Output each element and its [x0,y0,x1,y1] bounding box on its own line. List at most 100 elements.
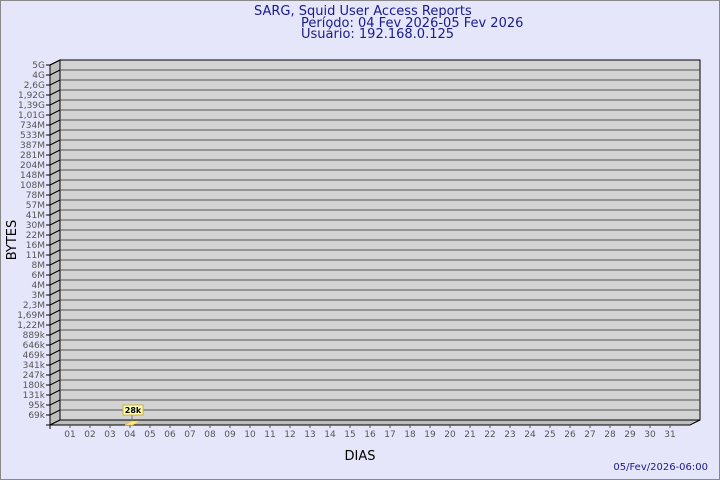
y-tick-label: 108M [20,181,45,191]
x-tick-label: 26 [564,430,576,440]
x-tick-label: 05 [144,430,155,440]
y-tick-diagonal [49,339,61,346]
y-tick-label: 22M [26,231,45,241]
y-tick-diagonal [49,239,61,246]
x-tick-label: 04 [124,430,136,440]
bar-04 [124,420,141,426]
y-axis-label: BYTES [5,220,20,261]
y-tick-diagonal [49,139,61,146]
y-tick-label: 1,69M [17,311,45,321]
y-tick-diagonal [49,109,61,116]
y-tick-label: 78M [26,191,45,201]
x-tick-label: 28 [604,430,616,440]
y-tick-label: 341k [23,361,46,371]
bar-label: 28k [125,406,142,415]
x-tick-label: 17 [384,430,395,440]
y-tick-diagonal [49,229,61,236]
y-tick-diagonal [49,169,61,176]
x-tick-label: 24 [524,430,536,440]
y-tick-label: 4G [32,71,45,81]
y-tick-label: 734M [20,121,45,131]
x-tick-label: 01 [64,430,75,440]
y-tick-diagonal [49,99,61,106]
y-tick-diagonal [49,399,61,406]
y-tick-diagonal [49,219,61,226]
y-tick-label: 533M [20,131,45,141]
x-tick-label: 12 [284,430,295,440]
y-tick-label: 41M [26,211,45,221]
x-tick-label: 31 [664,430,675,440]
x-tick-label: 18 [404,430,416,440]
y-tick-diagonal [49,279,61,286]
x-tick-label: 30 [644,430,656,440]
x-axis-label: DIAS [345,449,376,464]
y-tick-diagonal [49,209,61,216]
plot-floor [49,419,701,426]
y-tick-label: 95k [28,401,45,411]
y-tick-diagonal [49,329,61,336]
y-tick-label: 3M [32,291,46,301]
y-tick-label: 1,39G [18,101,45,111]
x-tick-label: 02 [84,430,95,440]
chart-title: SARG, Squid User Access Reports [254,4,472,19]
x-tick-label: 14 [324,430,336,440]
y-tick-label: 2,3M [23,301,45,311]
y-tick-label: 646k [23,341,46,351]
y-tick-diagonal [49,299,61,306]
chart-period: Período: 04 Fev 2026-05 Fev 2026 [301,16,524,31]
x-tick-label: 19 [424,430,436,440]
y-tick-label: 387M [20,141,45,151]
y-tick-diagonal [49,159,61,166]
y-tick-label: 148M [20,171,45,181]
y-tick-diagonal [49,89,61,96]
y-tick-label: 4M [32,281,46,291]
y-tick-diagonal [49,409,61,416]
y-tick-label: 131k [23,391,46,401]
bar-label-box [122,404,144,416]
x-tick-label: 27 [584,430,595,440]
y-tick-label: 16M [26,241,45,251]
y-tick-label: 1,22M [17,321,45,331]
x-tick-label: 13 [304,430,315,440]
x-tick-label: 11 [264,430,275,440]
y-tick-diagonal [49,289,61,296]
x-tick-label: 29 [624,430,636,440]
x-tick-label: 22 [484,430,495,440]
y-tick-diagonal [49,309,61,316]
y-tick-diagonal [49,319,61,326]
y-tick-diagonal [49,249,61,256]
y-tick-diagonal [49,269,61,276]
y-tick-diagonal [49,119,61,126]
x-tick-label: 25 [544,430,555,440]
y-tick-label: 6M [32,271,46,281]
y-tick-diagonal [49,199,61,206]
y-tick-label: 11M [26,251,45,261]
y-tick-diagonal [49,189,61,196]
y-tick-label: 281M [20,151,45,161]
y-tick-label: 2,6G [24,81,45,91]
y-tick-diagonal [49,69,61,76]
y-tick-label: 247k [23,371,46,381]
y-tick-diagonal [49,389,61,396]
chart-user: Usuário: 192.168.0.125 [301,27,455,42]
y-tick-diagonal [49,379,61,386]
x-tick-label: 20 [444,430,456,440]
x-tick-label: 07 [184,430,195,440]
y-tick-diagonal [49,369,61,376]
x-tick-label: 23 [504,430,515,440]
y-tick-label: 1,01G [18,111,45,121]
y-tick-label: 1,92G [18,91,45,101]
y-tick-diagonal [49,179,61,186]
x-tick-label: 06 [164,430,176,440]
x-tick-label: 09 [224,430,236,440]
y-tick-label: 57M [26,201,45,211]
y-tick-label: 180k [23,381,46,391]
x-tick-label: 16 [364,430,376,440]
y-tick-label: 889k [23,331,46,341]
y-tick-label: 204M [20,161,45,171]
y-tick-label: 469k [23,351,46,361]
y-tick-diagonal [49,129,61,136]
y-tick-diagonal [49,59,61,66]
x-tick-label: 10 [244,430,256,440]
